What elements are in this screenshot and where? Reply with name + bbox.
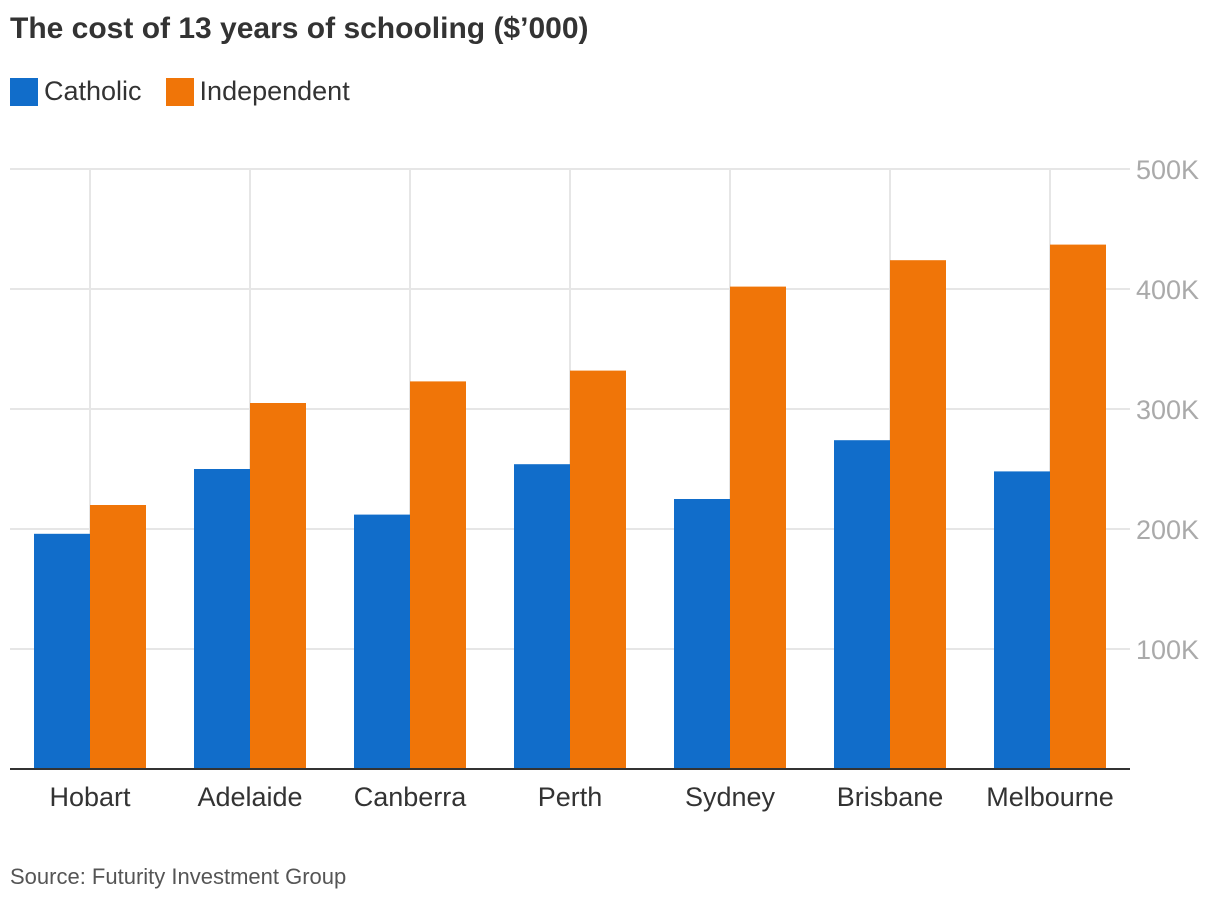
y-tick-label: 500K — [1136, 155, 1199, 185]
x-tick-label: Adelaide — [197, 782, 302, 812]
legend-swatch-independent — [165, 77, 194, 106]
bar-catholic-canberra — [354, 514, 410, 769]
source-note: Source: Futurity Investment Group — [10, 864, 347, 889]
x-tick-label: Brisbane — [837, 782, 944, 812]
legend-item-independent: Independent — [165, 76, 350, 107]
bar-independent-brisbane — [890, 260, 946, 769]
bar-catholic-sydney — [674, 499, 730, 769]
legend: Catholic Independent — [10, 76, 374, 107]
x-tick-label: Hobart — [49, 782, 131, 812]
bar-catholic-hobart — [34, 533, 90, 769]
bar-catholic-brisbane — [834, 440, 890, 769]
bar-independent-canberra — [410, 381, 466, 769]
bar-independent-melbourne — [1050, 244, 1106, 770]
bar-catholic-melbourne — [994, 471, 1050, 769]
y-tick-label: 200K — [1136, 515, 1199, 545]
x-tick-label: Perth — [538, 782, 603, 812]
bar-independent-perth — [570, 370, 626, 769]
x-tick-label: Sydney — [685, 782, 776, 812]
y-tick-label: 100K — [1136, 635, 1199, 665]
legend-swatch-catholic — [10, 77, 38, 106]
bar-independent-hobart — [90, 505, 146, 769]
legend-label-catholic: Catholic — [44, 76, 142, 106]
bar-independent-sydney — [730, 286, 786, 769]
bar-catholic-perth — [514, 464, 570, 769]
legend-item-catholic: Catholic — [10, 76, 142, 107]
bar-chart: 100K 200K 300K 400K 500K Hobart Adelaide Canber… — [10, 155, 1199, 812]
y-tick-label: 300K — [1136, 395, 1199, 425]
bars — [34, 244, 1106, 770]
y-tick-label: 400K — [1136, 275, 1199, 305]
x-tick-label: Canberra — [354, 782, 468, 812]
legend-label-independent: Independent — [199, 76, 350, 106]
bar-catholic-adelaide — [194, 469, 250, 769]
x-tick-label: Melbourne — [986, 782, 1114, 812]
labels: 100K 200K 300K 400K 500K Hobart Adelaide Canber… — [49, 155, 1199, 812]
chart-title: The cost of 13 years of schooling ($’000… — [10, 12, 589, 45]
bar-independent-adelaide — [250, 403, 306, 769]
